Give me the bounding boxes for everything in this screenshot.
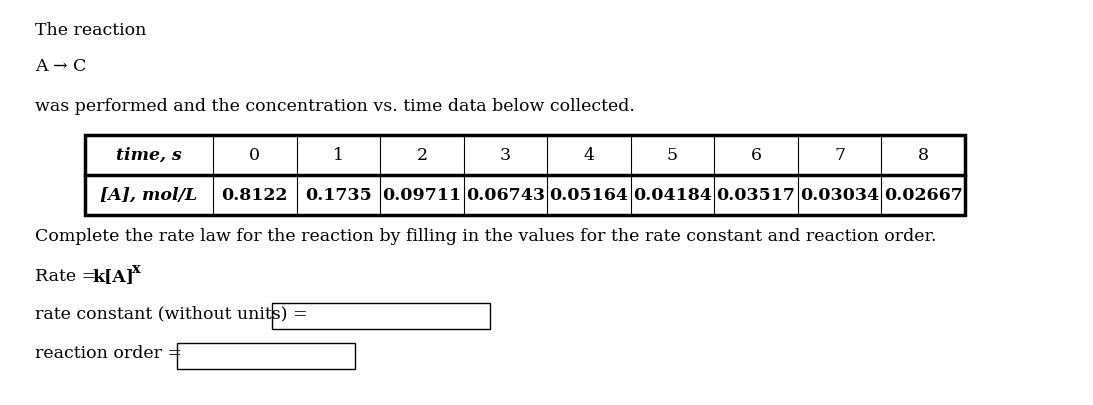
Text: time, s: time, s [116,147,181,164]
Text: rate constant (without units) =: rate constant (without units) = [35,305,307,322]
Text: 2: 2 [416,147,427,164]
Bar [177,343,355,369]
Text: 0.8122: 0.8122 [222,186,287,203]
Text: 8: 8 [918,147,929,164]
Text: k[A]: k[A] [92,268,133,285]
Text: 6: 6 [751,147,762,164]
Text: 7: 7 [834,147,845,164]
Text: reaction order =: reaction order = [35,345,183,362]
Text: 0.02667: 0.02667 [884,186,963,203]
Text: 0: 0 [249,147,260,164]
Text: 0.03034: 0.03034 [800,186,879,203]
Text: 0.03517: 0.03517 [717,186,796,203]
Text: x: x [132,262,141,276]
Text: was performed and the concentration vs. time data below collected.: was performed and the concentration vs. … [35,98,635,115]
Text: Rate =: Rate = [35,268,102,285]
Text: 0.09711: 0.09711 [383,186,461,203]
Text: 0.06743: 0.06743 [466,186,545,203]
Text: 1: 1 [333,147,344,164]
Text: Complete the rate law for the reaction by filling in the values for the rate con: Complete the rate law for the reaction b… [35,228,937,245]
Text: [A], mol/L: [A], mol/L [101,186,198,203]
Text: 0.05164: 0.05164 [550,186,628,203]
Text: A → C: A → C [35,58,86,75]
Text: 0.04184: 0.04184 [633,186,712,203]
Text: 0.1735: 0.1735 [305,186,372,203]
Bar [85,135,965,215]
Text: The reaction: The reaction [35,22,146,39]
Text: 4: 4 [584,147,595,164]
Text: 5: 5 [667,147,678,164]
Bar [272,303,490,329]
Text: 3: 3 [500,147,512,164]
